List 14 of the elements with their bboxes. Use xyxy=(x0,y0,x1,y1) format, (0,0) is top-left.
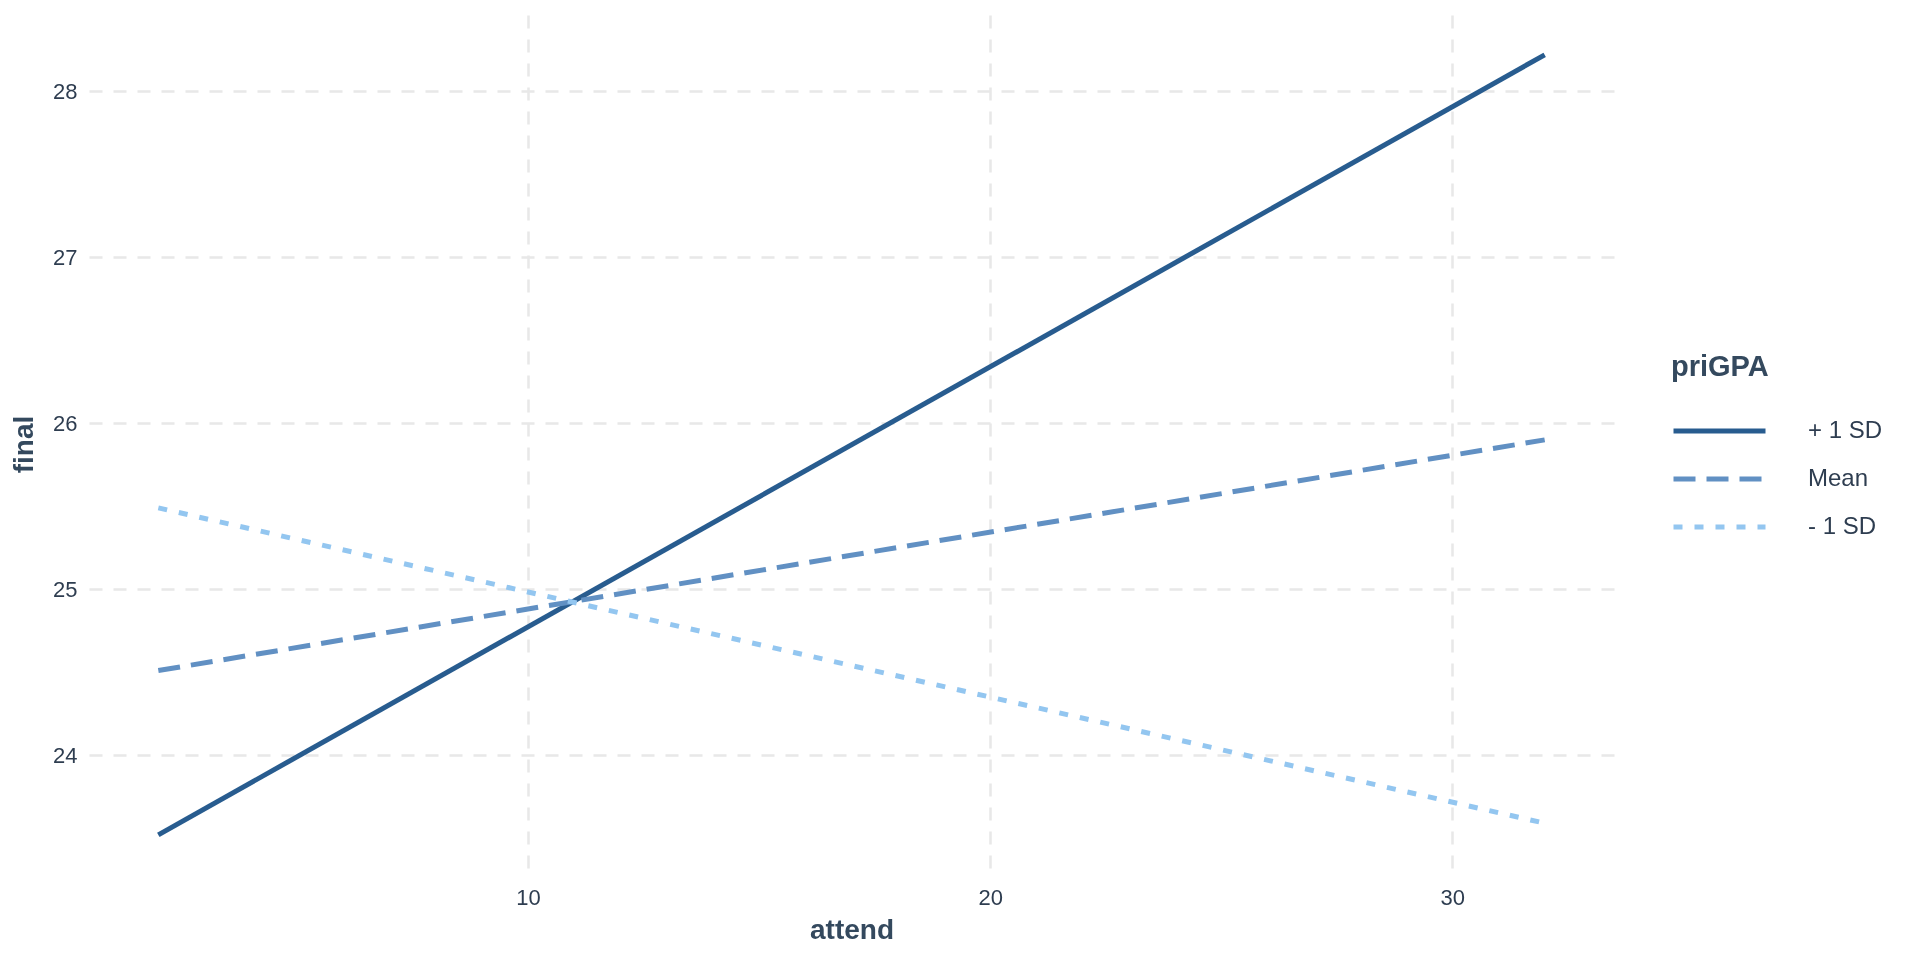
y-tick-label: 27 xyxy=(53,244,78,270)
x-tick-label: 30 xyxy=(1440,884,1465,910)
legend-label: Mean xyxy=(1808,464,1869,491)
legend-label: + 1 SD xyxy=(1808,416,1883,443)
legend-title: priGPA xyxy=(1671,350,1769,382)
y-tick-label: 24 xyxy=(53,742,78,768)
y-tick-label: 25 xyxy=(53,576,78,602)
x-tick-label: 10 xyxy=(516,884,541,910)
x-tick-label: 20 xyxy=(978,884,1003,910)
y-tick-label: 26 xyxy=(53,410,78,436)
legend-label: - 1 SD xyxy=(1808,512,1877,539)
y-axis-title: final xyxy=(8,415,40,474)
y-tick-label: 28 xyxy=(53,78,78,104)
x-axis-title: attend xyxy=(810,913,894,945)
